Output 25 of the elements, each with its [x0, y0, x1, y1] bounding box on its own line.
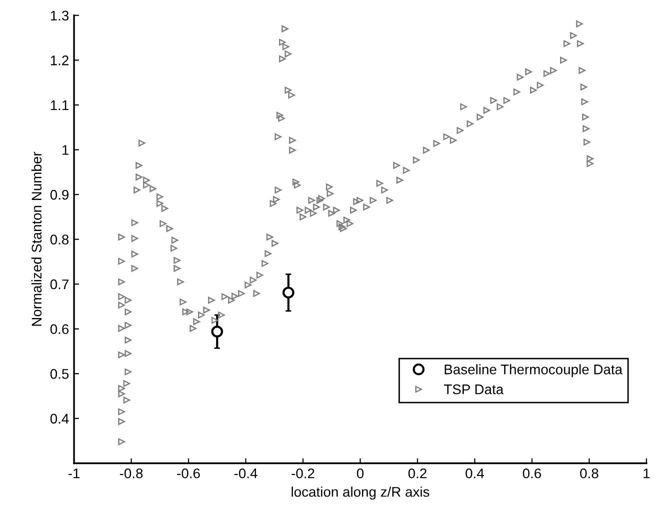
x-tick-label: 0.6: [522, 468, 542, 478]
x-tick-label: -0.6: [177, 468, 200, 478]
y-tick-label: 0.9: [50, 190, 69, 200]
y-tick-label: 0.4: [50, 414, 69, 424]
y-tick-label: 0.5: [50, 369, 69, 379]
x-tick-label: 0.4: [466, 468, 484, 478]
legend-label: TSP Data: [444, 384, 504, 394]
y-tick-label: 1.2: [50, 56, 68, 66]
x-tick-label: 0: [356, 468, 364, 478]
y-tick-label: 1.3: [50, 10, 69, 21]
x-tick-label: -0.2: [292, 468, 314, 478]
x-axis-title: location along z/R axis: [292, 486, 430, 500]
y-axis-title: Normalized Stanton Number: [31, 152, 42, 326]
y-tick-label: 1.1: [50, 100, 68, 110]
x-tick-label: 1: [644, 468, 650, 478]
x-tick-label: -0.8: [120, 468, 143, 478]
legend-label: Baseline Thermocouple Data: [444, 364, 623, 378]
x-tick-label: 0.2: [408, 468, 426, 478]
x-tick-label: -1: [68, 468, 80, 478]
y-tick-label: 0.7: [50, 279, 68, 290]
x-tick-label: -0.4: [234, 468, 258, 478]
x-tick-label: 0.8: [580, 468, 598, 478]
y-tick-label: 1: [62, 145, 68, 155]
y-tick-label: 0.6: [50, 324, 69, 334]
y-tick-label: 0.8: [50, 234, 69, 244]
